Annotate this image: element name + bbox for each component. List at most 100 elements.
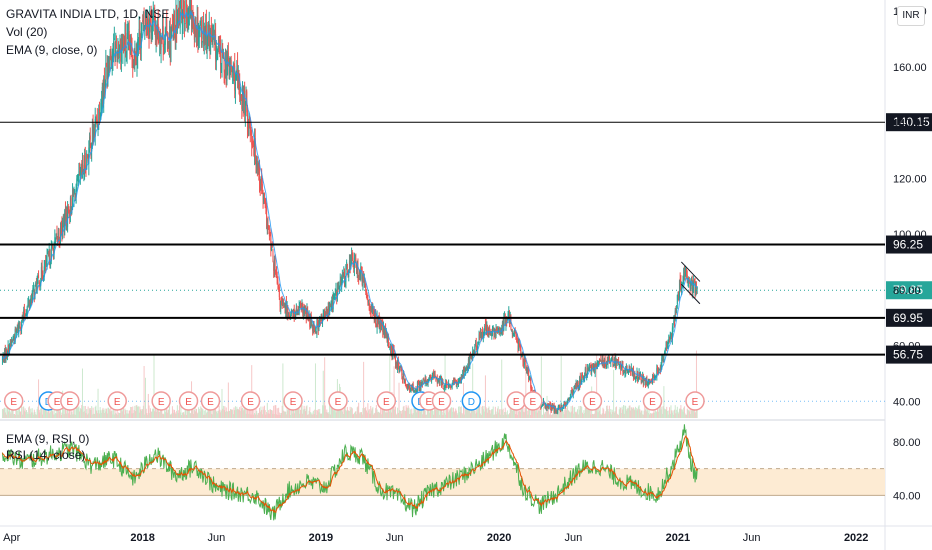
volume-bar (550, 414, 552, 418)
volume-bar (25, 411, 27, 418)
ema-indicator-label[interactable]: EMA (9, close, 0) (6, 43, 98, 57)
candle-body (220, 48, 222, 65)
volume-bar (419, 406, 421, 418)
volume-bar (7, 408, 9, 418)
candle-body (681, 284, 683, 289)
candle-body (191, 10, 193, 30)
candle-body (243, 92, 245, 104)
symbol-title[interactable]: GRAVITA INDIA LTD, 1D, NSE (6, 7, 170, 21)
candle-body (101, 100, 103, 105)
candle-body (659, 369, 661, 371)
volume-bar (95, 405, 97, 418)
candle-body (217, 48, 219, 50)
volume-bar (644, 409, 646, 418)
volume-bar (583, 410, 585, 418)
volume-bar (178, 405, 180, 418)
volume-bar (632, 408, 634, 418)
candle-body (584, 368, 586, 376)
candle-body (551, 404, 553, 411)
volume-bar (581, 407, 583, 418)
volume-bar (131, 413, 133, 418)
volume-indicator-label[interactable]: Vol (20) (6, 25, 48, 39)
level-price-label: 96.25 (893, 238, 923, 252)
candle-body (163, 45, 165, 49)
volume-bar (465, 405, 467, 418)
candle-body (7, 344, 9, 353)
volume-bar (302, 413, 304, 418)
volume-bar (645, 406, 647, 418)
candle-body (113, 41, 115, 57)
volume-bar (499, 409, 501, 418)
rsi-ema-indicator-label[interactable]: EMA (9, RSI, 0) (6, 432, 90, 446)
volume-bar (497, 406, 499, 418)
candle-body (386, 333, 388, 341)
volume-bar (108, 407, 110, 418)
price-axis-tick: 160.00 (893, 62, 927, 74)
volume-bar (18, 407, 20, 418)
volume-bar (654, 410, 656, 418)
candle-body (309, 314, 311, 327)
candle-body (555, 407, 557, 411)
currency-badge[interactable]: INR (897, 6, 925, 26)
candle-body (78, 170, 80, 177)
rsi-indicator-label[interactable]: RSI (14, close) (6, 448, 86, 462)
volume-bar (397, 412, 399, 418)
candle-body (14, 329, 16, 342)
candle-body (241, 99, 243, 109)
candle-body (596, 363, 598, 369)
volume-bar (420, 405, 422, 418)
candle-body (184, 23, 186, 25)
volume-bar (658, 408, 660, 418)
volume-bar (89, 408, 91, 418)
volume-bar (317, 410, 319, 418)
volume-bar (324, 357, 326, 418)
volume-bar (108, 409, 110, 418)
volume-bar (664, 408, 666, 418)
candle-body (136, 53, 138, 64)
volume-bar (241, 408, 243, 418)
volume-bar (663, 386, 665, 418)
candle-body (566, 402, 568, 404)
candle-body (404, 379, 406, 383)
volume-bar (254, 414, 256, 418)
volume-bar (365, 410, 367, 418)
volume-bar (317, 409, 319, 418)
candle-body (356, 262, 358, 273)
candle-body (390, 346, 392, 349)
candle-body (523, 362, 525, 366)
volume-bar (528, 407, 530, 418)
volume-bar (576, 409, 578, 418)
candle-body (226, 64, 228, 81)
candle-body (125, 51, 127, 56)
volume-bar (481, 406, 483, 418)
volume-bar (457, 414, 459, 418)
volume-bar (455, 410, 457, 418)
volume-bar (686, 408, 688, 418)
volume-bar (364, 408, 366, 418)
candle-body (56, 231, 58, 236)
volume-bar (322, 370, 324, 418)
volume-bar (288, 407, 290, 418)
volume-bar (453, 412, 455, 418)
volume-bar (45, 411, 47, 418)
volume-bar (653, 408, 655, 418)
candle-body (421, 382, 423, 384)
earnings-marker (178, 391, 199, 411)
volume-bar (494, 414, 496, 418)
candle-body (599, 360, 601, 362)
volume-bar (483, 406, 485, 418)
volume-bar (650, 414, 652, 418)
volume-bar (118, 412, 120, 418)
candle-body (657, 367, 659, 370)
volume-bar (411, 414, 413, 418)
volume-bar (380, 406, 382, 418)
volume-bar (552, 413, 554, 418)
candle-body (297, 312, 299, 314)
candle-body (207, 24, 209, 35)
volume-bar (5, 407, 7, 418)
volume-bar (145, 408, 147, 418)
volume-bar (394, 406, 396, 418)
candle-body (96, 120, 98, 123)
candle-body (501, 329, 503, 334)
